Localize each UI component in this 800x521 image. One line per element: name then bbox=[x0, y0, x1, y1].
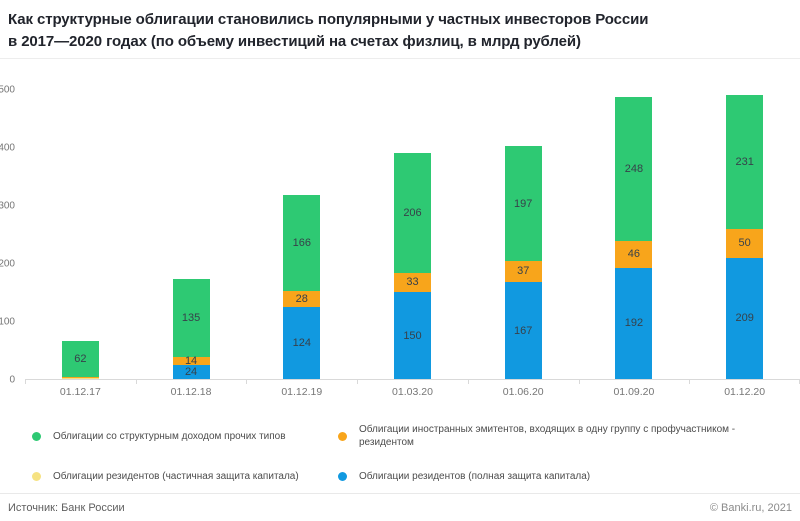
plot-area: 62 135 14 24 166 28 124 206 33 150 197 37 167 248 46 19… bbox=[25, 90, 800, 384]
y-axis-tick-label: 300 bbox=[0, 200, 15, 212]
legend-dot-green bbox=[32, 431, 41, 441]
x-axis-tick bbox=[357, 379, 358, 384]
legend-dot-orange bbox=[338, 431, 347, 441]
chart-header: Как структурные облигации становились по… bbox=[0, 0, 800, 52]
legend-item-blue: Облигации резидентов (полная защита капи… bbox=[338, 470, 792, 483]
bar-segment-green: 231 bbox=[726, 94, 764, 229]
source-note: Источник: Банк России bbox=[8, 501, 125, 514]
stacked-bar: 135 14 24 bbox=[172, 278, 210, 379]
legend-dot-blue bbox=[338, 472, 347, 481]
x-axis-category-label: 01.12.20 bbox=[724, 386, 766, 398]
stacked-bar: 62 bbox=[61, 340, 99, 379]
legend-label: Облигации иностранных эмитентов, входящи… bbox=[359, 424, 736, 448]
y-axis-tick-label: 500 bbox=[0, 84, 15, 96]
bar-segment-green: 206 bbox=[394, 153, 431, 273]
legend-item-yellow: Облигации резидентов (частичная защита к… bbox=[32, 470, 338, 483]
y-axis-tick-label: 200 bbox=[0, 258, 15, 270]
stacked-bar: 197 37 167 bbox=[504, 146, 542, 379]
bar-segment-orange: 50 bbox=[726, 228, 764, 258]
y-axis-tick-label: 100 bbox=[0, 316, 15, 328]
bar-segment-blue: 192 bbox=[615, 267, 653, 379]
legend-item-orange: Облигации иностранных эмитентов, входящи… bbox=[338, 423, 792, 449]
legend-dot-yellow bbox=[32, 472, 41, 481]
x-axis-tick bbox=[246, 379, 247, 384]
x-axis-tick bbox=[689, 379, 690, 384]
stacked-bar: 206 33 150 bbox=[394, 153, 431, 379]
stacked-bar: 166 28 124 bbox=[283, 194, 321, 379]
bar-segment-green: 248 bbox=[615, 97, 653, 241]
x-axis-tick bbox=[136, 379, 137, 384]
bar-segment-green: 197 bbox=[504, 146, 542, 261]
x-axis-category-label: 01.12.19 bbox=[281, 386, 323, 398]
x-axis-tick bbox=[25, 379, 26, 384]
bar-segment-green: 62 bbox=[61, 340, 99, 377]
x-axis-category-label: 01.06.20 bbox=[502, 386, 544, 398]
legend-label: Облигации со структурным доходом прочих … bbox=[53, 430, 286, 442]
bar-segment-orange: 14 bbox=[172, 355, 210, 367]
bar-segment-blue: 24 bbox=[172, 365, 210, 379]
x-axis-tick bbox=[579, 379, 580, 384]
legend-label: Облигации резидентов (частичная защита к… bbox=[53, 471, 299, 482]
bar-segment-green: 166 bbox=[283, 194, 321, 291]
bar-segment-orange: 46 bbox=[615, 240, 653, 268]
bar-segment-blue: 209 bbox=[726, 257, 764, 379]
copyright-note: © Banki.ru, 2021 bbox=[709, 501, 792, 514]
bar-segment-blue: 167 bbox=[504, 282, 542, 379]
legend-label: Облигации резидентов (полная защита капи… bbox=[359, 471, 591, 482]
bar-segment-orange: 37 bbox=[504, 260, 542, 283]
header-divider bbox=[0, 58, 800, 59]
bar-segment-blue: 150 bbox=[394, 292, 431, 379]
chart-title-line-2: в 2017—2020 годах (по объему инвестиций … bbox=[8, 32, 581, 50]
bar-segment-orange bbox=[61, 376, 99, 379]
x-axis-category-label: 01.12.18 bbox=[170, 386, 212, 398]
bar-segment-orange: 33 bbox=[394, 272, 431, 292]
chart-legend: Облигации со структурным доходом прочих … bbox=[0, 399, 800, 483]
y-axis-tick-label: 400 bbox=[0, 142, 15, 154]
x-axis-category-label: 01.09.20 bbox=[613, 386, 655, 398]
x-axis-category-label: 01.12.17 bbox=[59, 386, 101, 398]
bar-segment-blue: 124 bbox=[283, 307, 321, 379]
chart-footer: Источник: Банк России © Banki.ru, 2021 bbox=[0, 493, 800, 521]
x-axis-tick bbox=[468, 379, 469, 384]
x-axis-category-label: 01.03.20 bbox=[392, 386, 433, 398]
legend-item-green: Облигации со структурным доходом прочих … bbox=[32, 423, 338, 449]
stacked-bar: 248 46 192 bbox=[615, 97, 653, 379]
bar-segment-orange: 28 bbox=[283, 290, 321, 308]
bar-segment-yellow bbox=[61, 378, 99, 379]
stacked-bar-chart: 62 135 14 24 166 28 124 206 33 150 197 37 167 248 46 19… bbox=[0, 59, 800, 399]
chart-title-line-1: Как структурные облигации становились по… bbox=[8, 11, 649, 28]
y-axis-tick-label: 0 bbox=[9, 374, 15, 386]
stacked-bar: 231 50 209 bbox=[726, 94, 764, 379]
bar-segment-green: 135 bbox=[172, 278, 210, 357]
